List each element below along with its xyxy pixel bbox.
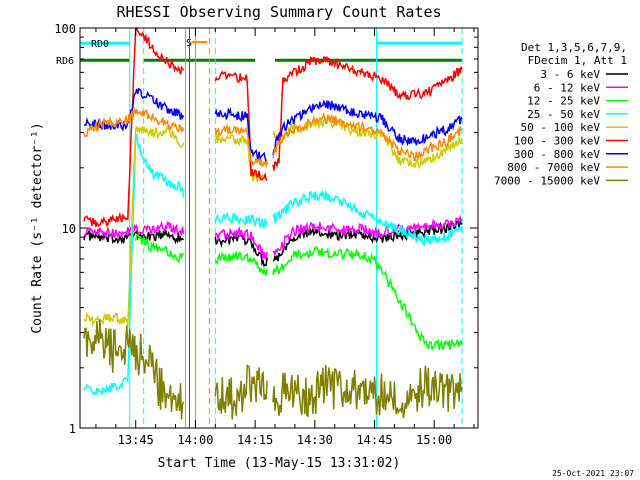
series-line-6-part-2 xyxy=(272,99,463,156)
chart-title: RHESSI Observing Summary Count Rates xyxy=(116,3,441,21)
series-line-0-part-1 xyxy=(214,234,268,268)
series-line-2-part-0 xyxy=(134,233,185,264)
legend-header-1: Det 1,3,5,6,7,9, xyxy=(521,41,627,54)
legend-label-8: 7000 - 15000 keV xyxy=(494,174,600,187)
series-line-8-part-1 xyxy=(214,364,268,420)
annotation-rd0: RD0 xyxy=(91,39,109,50)
series-line-3-part-2 xyxy=(272,189,463,247)
legend: Det 1,3,5,6,7,9, FDecim 1, Att 1 3 - 6 k… xyxy=(494,41,628,187)
legend-label-5: 100 - 300 keV xyxy=(514,135,600,148)
series-line-6-part-1 xyxy=(214,106,268,165)
series-line-7-part-0 xyxy=(83,106,185,138)
axes: 13:45 14:00 14:15 14:30 14:45 15:00 1 10 100 xyxy=(54,22,479,447)
x-tick-label-3: 14:30 xyxy=(297,433,333,447)
series-line-1-part-0 xyxy=(83,220,185,240)
series-line-0-part-0 xyxy=(83,228,185,245)
series-line-8-part-0 xyxy=(83,319,185,420)
y-tick-label-1: 10 xyxy=(62,222,76,236)
x-tick-label-5: 15:00 xyxy=(416,433,452,447)
footer-timestamp: 25-Oct-2021 23:07 xyxy=(552,469,634,478)
series-line-5-part-2 xyxy=(272,56,463,171)
legend-label-4: 50 - 100 keV xyxy=(521,121,601,134)
series-line-3-part-0 xyxy=(83,133,185,396)
series-lines xyxy=(83,26,463,420)
legend-label-2: 12 - 25 keV xyxy=(527,95,600,108)
series-line-2-part-1 xyxy=(214,250,268,276)
series-line-2-part-2 xyxy=(272,245,463,351)
series-line-7-part-1 xyxy=(214,123,268,168)
x-tick-label-2: 14:15 xyxy=(237,433,273,447)
series-line-5-part-1 xyxy=(214,70,268,182)
series-line-6-part-0 xyxy=(83,87,185,132)
legend-label-3: 25 - 50 keV xyxy=(527,108,600,121)
legend-header-2: FDecim 1, Att 1 xyxy=(528,54,627,67)
x-tick-label-4: 14:45 xyxy=(356,433,392,447)
series-line-7-part-2 xyxy=(272,111,463,162)
series-line-5-part-0 xyxy=(83,26,185,228)
y-tick-label-2: 100 xyxy=(54,22,76,36)
x-axis-label: Start Time (13-May-15 13:31:02) xyxy=(158,456,401,471)
series-line-3-part-1 xyxy=(214,211,268,230)
series-line-8-part-2 xyxy=(272,365,463,419)
legend-label-1: 6 - 12 keV xyxy=(534,81,601,94)
annotation-rd6: RD6 xyxy=(56,56,74,67)
legend-label-0: 3 - 6 keV xyxy=(540,68,600,81)
series-line-1-part-1 xyxy=(214,226,268,260)
series-line-1-part-2 xyxy=(272,214,463,257)
y-axis-label: Count Rate (s⁻¹ detector⁻¹) xyxy=(30,122,45,333)
series-line-0-part-2 xyxy=(272,220,463,262)
legend-label-7: 800 - 7000 keV xyxy=(507,161,600,174)
x-tick-label-0: 13:45 xyxy=(118,433,154,447)
y-tick-label-0: 1 xyxy=(69,422,76,436)
x-tick-label-1: 14:00 xyxy=(177,433,213,447)
legend-label-6: 300 - 800 keV xyxy=(514,148,600,161)
